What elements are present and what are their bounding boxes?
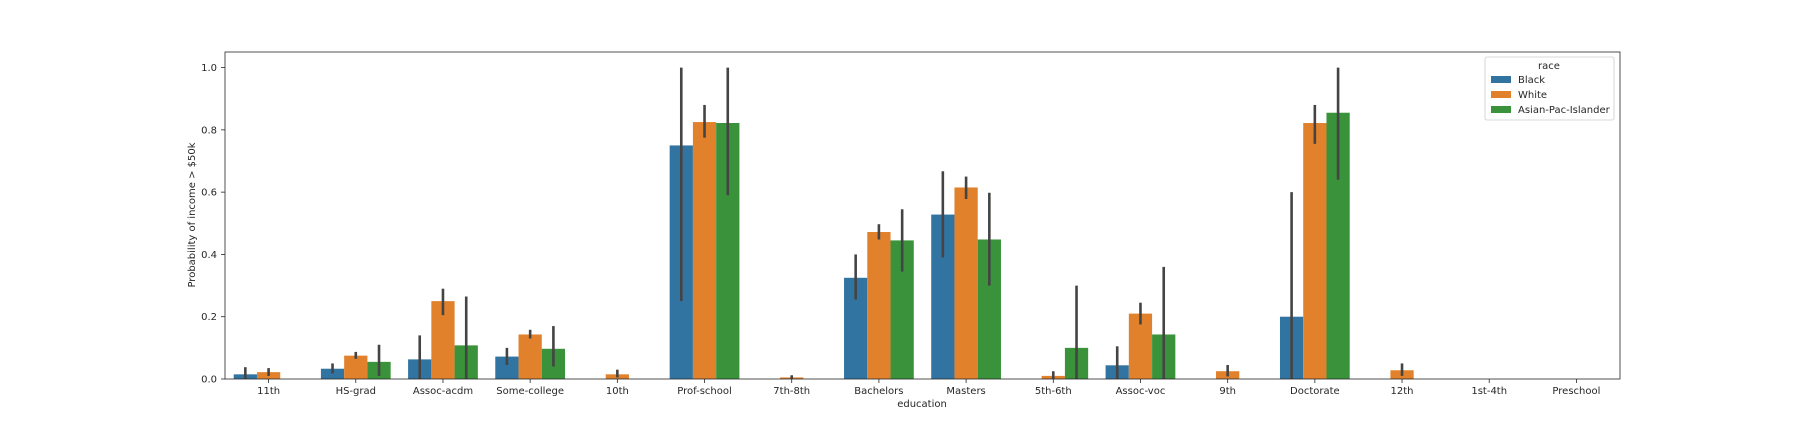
legend-label-Asian-Pac-Islander: Asian-Pac-Islander <box>1518 105 1611 116</box>
bar-Masters-White <box>954 187 978 379</box>
legend-items: Black White Asian-Pac-Islander <box>1491 75 1611 116</box>
y-tick-label: 0.8 <box>201 125 217 136</box>
bar-HS-grad-White <box>344 355 368 379</box>
x-tick-label: 1st-4th <box>1471 386 1507 397</box>
x-tick-label: Preschool <box>1552 386 1600 397</box>
error-bars-group <box>244 67 1404 379</box>
bar-Doctorate-White <box>1303 123 1327 379</box>
x-tick-label: HS-grad <box>336 386 376 397</box>
bar-Prof-school-Asian-Pac-Islander <box>716 123 740 379</box>
y-axis-label: Probability of income > $50k <box>187 142 198 287</box>
x-tick-label: 10th <box>606 386 629 397</box>
bar-Masters-Asian-Pac-Islander <box>977 239 1001 379</box>
legend-swatch-Asian-Pac-Islander <box>1491 106 1511 113</box>
bar-HS-grad-Black <box>320 368 345 379</box>
x-tick-label: Bachelors <box>854 386 903 397</box>
bar-Some-college-Black <box>495 356 519 379</box>
bar-Doctorate-Asian-Pac-Islander <box>1326 112 1350 379</box>
y-tick-label: 0.2 <box>201 312 217 323</box>
bar-Assoc-acdm-White <box>431 301 455 379</box>
legend-label-Black: Black <box>1518 75 1545 86</box>
y-tick-label: 1.0 <box>201 63 217 74</box>
y-tick-label: 0.4 <box>201 250 217 261</box>
legend-box <box>1484 56 1615 121</box>
x-tick-label: Doctorate <box>1290 386 1340 397</box>
legend: race Black White Asian-Pac-Islander <box>1484 56 1615 121</box>
x-tick-label: 5th-6th <box>1035 386 1072 397</box>
bar-Prof-school-White <box>692 122 717 379</box>
bar-Bachelors-White <box>867 232 891 379</box>
y-axis: 0.0 0.2 0.4 0.6 0.8 1.0 <box>201 63 225 386</box>
y-tick-label: 0.0 <box>201 375 217 386</box>
x-tick-label: Prof-school <box>677 386 732 397</box>
plot-frame <box>224 51 1621 380</box>
legend-title: race <box>1538 61 1560 72</box>
plot-background <box>225 52 1620 379</box>
legend-label-White: White <box>1518 90 1547 101</box>
x-tick-label: Assoc-acdm <box>413 386 473 397</box>
bar-Bachelors-Black <box>844 277 868 379</box>
x-tick-label: Assoc-voc <box>1116 386 1166 397</box>
bar-Bachelors-Asian-Pac-Islander <box>890 240 914 379</box>
x-axis-label: education <box>897 399 947 410</box>
x-tick-label: 9th <box>1219 386 1236 397</box>
x-axis: 11th HS-grad Assoc-acdm Some-college 10th Pro… <box>257 379 1600 397</box>
x-tick-label: 7th-8th <box>773 386 810 397</box>
bar-Masters-Black <box>931 214 955 379</box>
y-tick-label: 0.6 <box>201 188 217 199</box>
x-tick-label: Some-college <box>496 386 564 397</box>
legend-swatch-White <box>1491 91 1511 98</box>
x-tick-label: 12th <box>1391 386 1414 397</box>
x-tick-label: 11th <box>257 386 280 397</box>
bar-Assoc-voc-White <box>1128 313 1153 379</box>
bar-Some-college-White <box>518 334 542 379</box>
legend-swatch-Black <box>1491 76 1511 83</box>
x-tick-label: Masters <box>946 386 985 397</box>
